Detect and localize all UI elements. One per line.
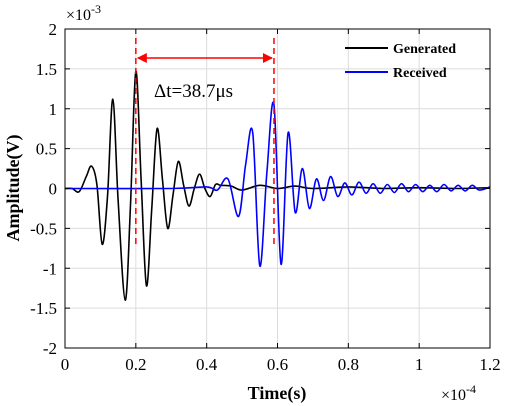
delta-t-annotation [135, 38, 275, 246]
legend: Generated Received [345, 42, 456, 81]
y-exponent-label: ×10-3 [66, 2, 101, 24]
delta-t-arrowhead-right [262, 53, 273, 63]
x-exponent-label: ×10-4 [441, 382, 476, 404]
delta-t-arrowhead-left [136, 53, 147, 63]
x-tick-label: 0 [61, 355, 70, 374]
series-lines [64, 70, 491, 301]
x-tick-label: 0.2 [125, 355, 146, 374]
y-tick-label: -1.5 [30, 299, 57, 318]
y-axis-title: Amplitude(V) [3, 134, 24, 241]
delta-t-label: Δt=38.7μs [154, 81, 233, 102]
x-exponent-base: ×10 [441, 387, 466, 404]
y-tick-label: 2 [49, 20, 58, 39]
y-tick-label: -1 [43, 259, 57, 278]
y-tick-label: -0.5 [30, 219, 57, 238]
y-exponent-power: -3 [91, 2, 101, 16]
tick-labels: 0 0.2 0.4 0.6 0.8 1 1.2 2 1.5 1 0.5 0 -0.5 -1 -1.5 -2 [30, 20, 501, 374]
tick-marks [64, 28, 491, 349]
y-tick-label: 0 [49, 180, 58, 199]
y-tick-label: -2 [43, 339, 57, 358]
x-tick-label: 1 [415, 355, 424, 374]
series-line-received [64, 101, 491, 267]
x-tick-label: 0.6 [267, 355, 288, 374]
x-tick-label: 0.8 [338, 355, 359, 374]
x-tick-label: 0.4 [196, 355, 218, 374]
y-tick-label: 1 [49, 100, 58, 119]
y-exponent-base: ×10 [66, 7, 91, 24]
x-tick-label: 1.2 [479, 355, 500, 374]
x-exponent-power: -4 [466, 382, 476, 396]
legend-label-received: Received [393, 66, 447, 81]
legend-label-generated: Generated [393, 42, 456, 57]
x-axis-title: Time(s) [248, 383, 307, 404]
y-tick-label: 1.5 [36, 60, 57, 79]
y-tick-label: 0.5 [36, 140, 57, 159]
